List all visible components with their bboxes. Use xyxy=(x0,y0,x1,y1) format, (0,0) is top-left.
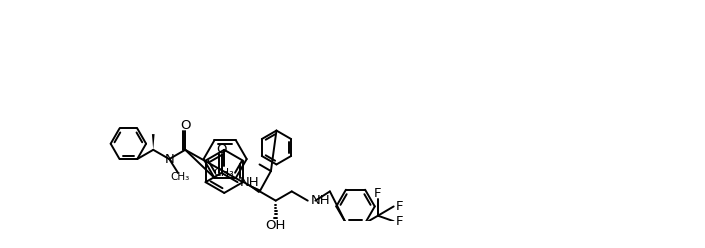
Polygon shape xyxy=(152,134,154,150)
Text: F: F xyxy=(396,200,403,213)
Text: F: F xyxy=(374,187,381,200)
Text: NH: NH xyxy=(311,194,331,207)
Text: NH: NH xyxy=(240,176,259,189)
Text: O: O xyxy=(216,143,227,155)
Text: F: F xyxy=(396,215,403,228)
Text: CH₃: CH₃ xyxy=(170,172,189,182)
Text: OH: OH xyxy=(266,219,286,232)
Text: O: O xyxy=(180,120,190,132)
Text: CH₃: CH₃ xyxy=(214,168,235,178)
Text: N: N xyxy=(164,153,174,166)
Polygon shape xyxy=(244,182,261,193)
